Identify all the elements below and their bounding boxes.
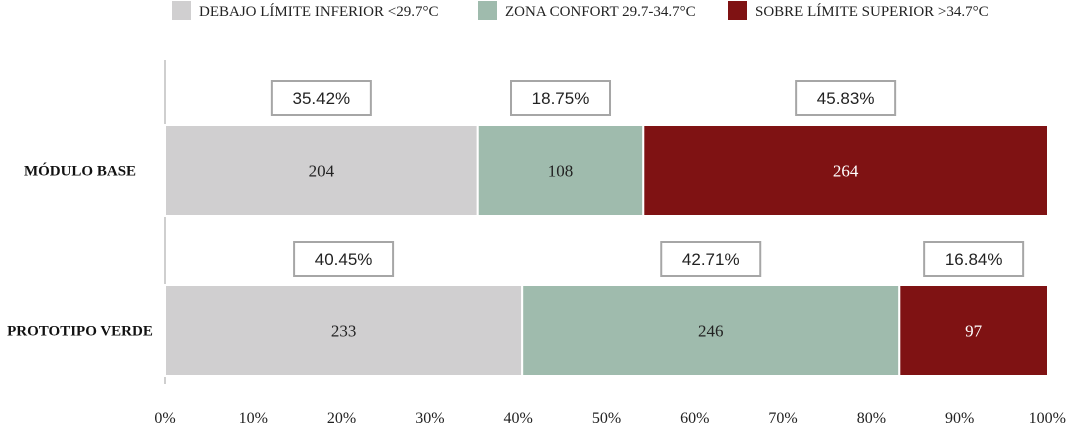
category-label-1: MÓDULO BASE [24,163,136,180]
bar-segment-1-3 [642,124,1050,217]
bar-segment-2-1 [164,284,524,377]
legend-label-2: ZONA CONFORT 29.7-34.7°C [505,4,696,20]
category-label-2: PROTOTIPO VERDE [7,324,153,340]
percent-box-2-2 [660,241,762,277]
x-tick-label-6: 60% [680,410,709,426]
x-tick-labels-group: 0% 10% 20% 30% 40% 50% 60% 70% 80% 90% 100% [154,410,1066,426]
percent-box-1-1 [270,80,372,116]
value-label-1-2: 108 [548,162,574,181]
x-tick-label-8: 80% [857,410,886,426]
legend-label-1: DEBAJO LÍMITE INFERIOR <29.7°C [199,3,438,20]
x-tick-label-10: 100% [1029,410,1066,426]
bar-segment-2-3 [898,284,1049,377]
percent-label-1-2: 18.75% [532,89,590,108]
bar-segment-1-2 [476,124,645,217]
percent-label-2-3: 16.84% [945,250,1003,269]
legend-swatch-1 [172,1,191,20]
bar-segment-2-2 [521,284,901,377]
percent-label-2-1: 40.45% [315,250,373,269]
legend-label-3: SOBRE LÍMITE SUPERIOR >34.7°C [755,3,989,20]
x-tick-label-2: 20% [327,410,356,426]
value-label-2-3: 97 [965,322,983,341]
x-tick-label-5: 50% [592,410,621,426]
percent-box-2-1 [293,241,395,277]
bars-group: 204 108 264 233 246 97 [164,124,1050,377]
percent-label-1-1: 35.42% [293,89,351,108]
legend-swatch-3 [728,1,747,20]
value-label-1-3: 264 [833,162,859,181]
percent-labels-group: 35.42% 18.75% 45.83% 40.45% 42.71% 16.84% [270,80,1025,277]
value-label-2-1: 233 [331,322,357,341]
x-tick-label-4: 40% [504,410,533,426]
x-tick-label-3: 30% [415,410,444,426]
percent-box-1-3 [795,80,897,116]
x-tick-label-0: 0% [154,410,175,426]
x-tick-label-1: 10% [239,410,268,426]
category-labels-group: MÓDULO BASE PROTOTIPO VERDE [7,163,153,340]
percent-label-2-2: 42.71% [682,250,740,269]
value-label-2-2: 246 [698,322,724,341]
value-label-1-1: 204 [309,162,335,181]
x-tick-label-9: 90% [945,410,974,426]
percent-label-1-3: 45.83% [817,89,875,108]
x-tick-label-7: 70% [768,410,797,426]
percent-box-1-2 [510,80,612,116]
percent-box-2-3 [923,241,1025,277]
legend-swatch-2 [478,1,497,20]
legend: DEBAJO LÍMITE INFERIOR <29.7°C ZONA CONFO… [172,1,989,20]
